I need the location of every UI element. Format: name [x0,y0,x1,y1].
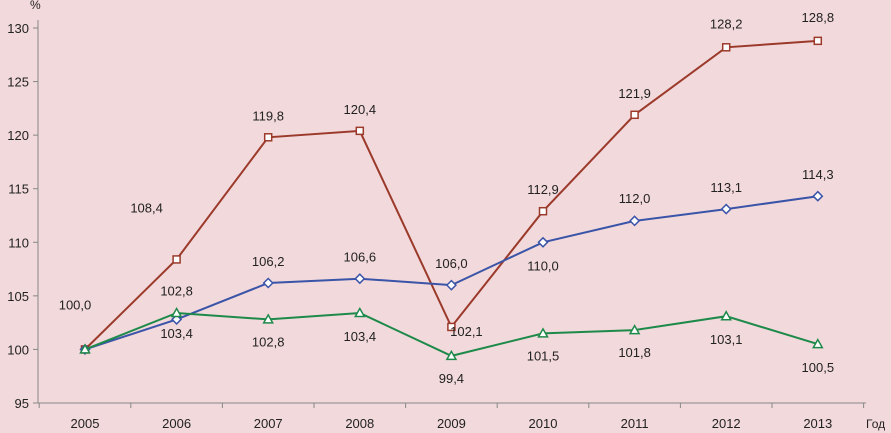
y-tick-label: 100 [7,342,29,357]
x-tick-label: 2011 [621,416,649,431]
data-point-square [813,36,823,46]
data-label: 100,5 [802,360,835,375]
data-point-diamond [629,215,641,227]
data-label: 128,8 [802,10,835,25]
data-point-triangle [354,306,366,318]
axes: 95 100 105 110 115 120 125 130 2005 2006 2007 2008 2… [7,0,885,431]
data-label: 113,1 [710,180,742,195]
x-tick-label: 2006 [162,416,191,431]
data-label: 103,4 [344,329,377,344]
data-label: 114,3 [802,167,834,182]
x-axis-title: Год [866,417,885,431]
y-tick-label: 125 [7,75,29,90]
x-tick-label: 2005 [71,416,100,431]
y-tick-label: 120 [7,128,29,143]
series-group [79,36,824,361]
y-tick-label: 130 [7,21,29,36]
data-label: 102,8 [160,283,193,298]
data-point-diamond [445,279,457,291]
data-point-diamond [720,203,732,215]
y-axis-title: % [30,0,41,12]
data-label: 112,0 [619,191,651,206]
data-labels: 100,0 108,4 119,8 120,4 102,1 112,9 121,9 128,2… [59,10,834,386]
data-label: 121,9 [618,86,651,101]
x-tick-label: 2007 [254,416,283,431]
data-label: 101,5 [527,348,560,363]
data-label: 103,1 [710,332,743,347]
data-point-triangle [262,313,274,324]
data-label: 102,1 [450,324,483,339]
data-point-triangle [720,310,732,321]
data-label: 106,2 [252,254,285,269]
x-tick-label: 2010 [529,416,558,431]
data-label: 112,9 [527,182,559,197]
data-point-square [721,43,731,52]
data-point-triangle [537,327,549,338]
data-point-triangle [170,306,183,318]
data-label: 119,8 [252,108,284,123]
data-point-square [538,206,548,216]
data-point-square [447,322,456,332]
x-tick-label: 2008 [345,416,374,431]
data-label: 120,4 [344,102,377,117]
data-point-square [630,110,639,120]
y-tick-label: 105 [7,289,29,304]
data-point-diamond [812,190,824,202]
data-point-diamond [354,273,366,285]
data-label: 110,0 [527,258,559,273]
x-tick-label: 2012 [712,416,741,431]
data-label: 102,8 [252,334,285,349]
data-point-square [355,126,365,136]
data-label: 128,2 [710,16,743,31]
data-label: 103,4 [160,326,193,341]
data-label: 106,6 [344,250,377,265]
y-tick-label: 110 [8,235,29,250]
y-tick-label: 115 [8,182,29,197]
data-label: 108,4 [130,200,163,215]
x-tick-label: 2013 [803,416,832,431]
data-label: 101,8 [618,345,651,360]
series-line [84,39,818,351]
data-point-diamond [262,277,274,289]
x-tick-label: 2009 [437,416,466,431]
data-label: 99,4 [439,371,464,386]
data-point-square [172,255,181,264]
y-tick-label: 95 [15,396,29,411]
data-point-triangle [79,343,91,354]
data-point-diamond [537,236,549,248]
data-label: 106,0 [435,256,468,271]
data-point-triangle [628,324,641,335]
data-point-triangle [445,349,458,361]
data-point-triangle [812,338,824,349]
data-point-square [263,133,273,142]
data-label: 100,0 [59,297,92,312]
